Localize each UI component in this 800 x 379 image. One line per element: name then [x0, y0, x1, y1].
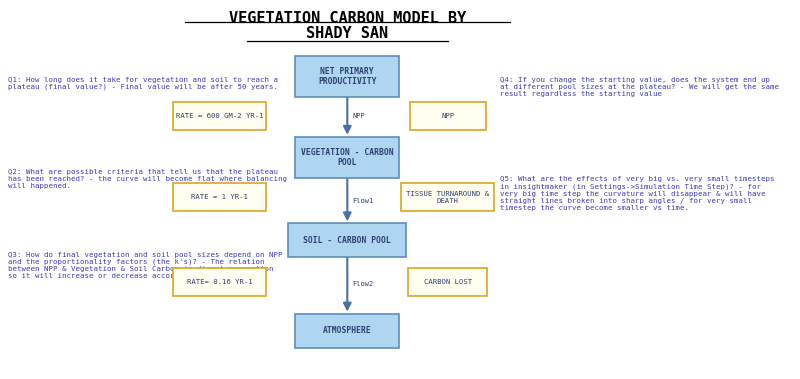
Text: Q4: If you change the starting value, does the system end up
at different pool s: Q4: If you change the starting value, do…: [499, 77, 778, 97]
FancyBboxPatch shape: [401, 183, 494, 211]
Text: Flow2: Flow2: [352, 281, 374, 287]
FancyBboxPatch shape: [410, 102, 486, 130]
Text: NPP: NPP: [352, 113, 365, 119]
Text: Q3: How do final vegetation and soil pool sizes depend on NPP
and the proportion: Q3: How do final vegetation and soil poo…: [8, 252, 283, 279]
Text: CARBON LOST: CARBON LOST: [423, 279, 472, 285]
FancyBboxPatch shape: [173, 183, 266, 211]
Text: RATE = 1 YR-1: RATE = 1 YR-1: [191, 194, 248, 200]
Text: Q1: How long does it take for vegetation and soil to reach a
plateau (final valu: Q1: How long does it take for vegetation…: [8, 77, 278, 90]
Text: Flow1: Flow1: [352, 198, 374, 204]
Text: RATE= 0.16 YR-1: RATE= 0.16 YR-1: [186, 279, 252, 285]
Text: RATE = 600 GM-2 YR-1: RATE = 600 GM-2 YR-1: [175, 113, 263, 119]
Text: NPP: NPP: [441, 113, 454, 119]
Text: Q2: What are possible criteria that tell us that the plateau
has been reached? -: Q2: What are possible criteria that tell…: [8, 169, 287, 189]
FancyBboxPatch shape: [295, 137, 399, 178]
FancyBboxPatch shape: [173, 102, 266, 130]
Text: Q5: What are the effects of very big vs. very small timesteps
in insightmaker (i: Q5: What are the effects of very big vs.…: [499, 176, 774, 211]
FancyBboxPatch shape: [173, 268, 266, 296]
Text: NET PRIMARY
PRODUCTIVITY: NET PRIMARY PRODUCTIVITY: [318, 67, 377, 86]
Text: SOIL - CARBON POOL: SOIL - CARBON POOL: [303, 236, 391, 245]
FancyBboxPatch shape: [295, 314, 399, 348]
FancyBboxPatch shape: [289, 223, 406, 257]
Text: ATMOSPHERE: ATMOSPHERE: [323, 326, 372, 335]
Text: VEGETATION - CARBON
POOL: VEGETATION - CARBON POOL: [301, 148, 394, 167]
Text: TISSUE TURNAROUND &
DEATH: TISSUE TURNAROUND & DEATH: [406, 191, 489, 204]
Text: VEGETATION CARBON MODEL BY: VEGETATION CARBON MODEL BY: [229, 11, 466, 26]
FancyBboxPatch shape: [295, 56, 399, 97]
Text: SHADY SAN: SHADY SAN: [306, 26, 388, 41]
FancyBboxPatch shape: [408, 268, 487, 296]
